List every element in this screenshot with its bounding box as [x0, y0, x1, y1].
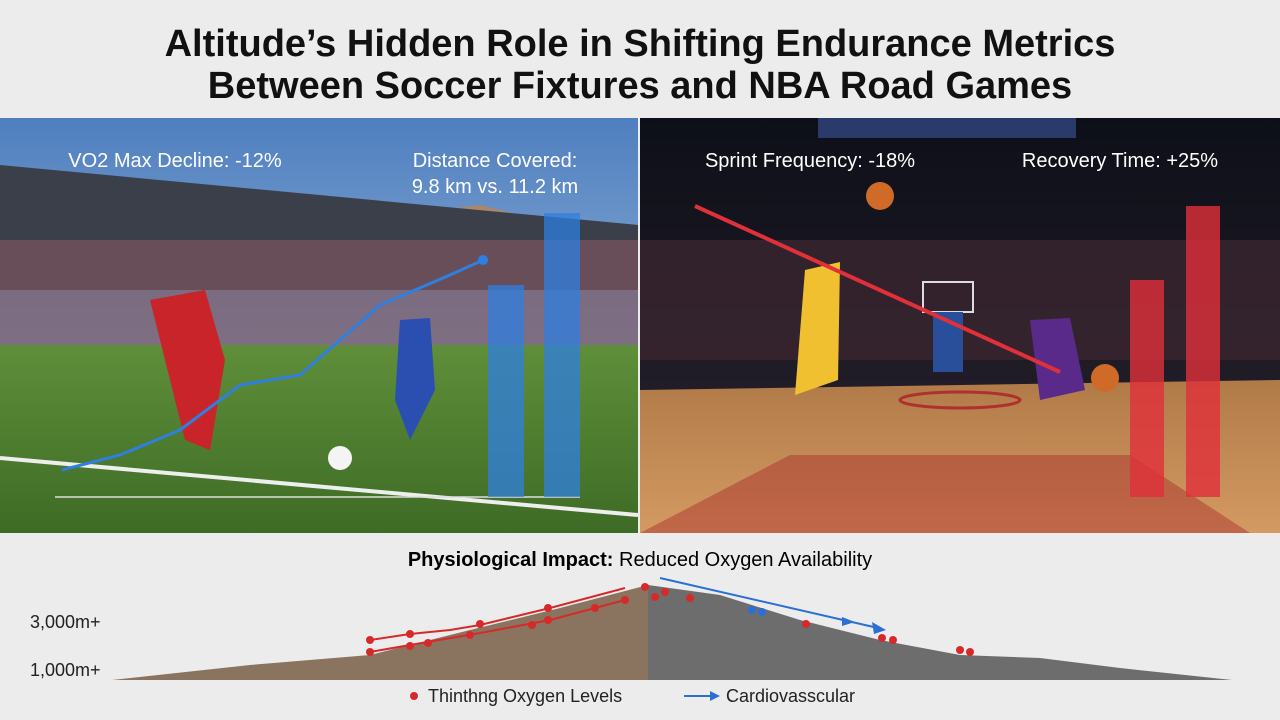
soccer-panel: VO2 Max Decline: -12% Distance Covered: … [0, 118, 639, 533]
impact-section: Physiological Impact: Reduced Oxygen Ava… [30, 549, 1232, 706]
metric-label: Sprint Frequency: -18% [705, 150, 915, 172]
header: Altitude’s Hidden Role in Shifting Endur… [165, 23, 1116, 107]
legend-label: Thinthng Oxygen Levels [428, 686, 622, 706]
impact-title-rest: Reduced Oxygen Availability [619, 549, 872, 571]
altitude-label: 1,000m+ [30, 660, 101, 680]
metric-label: Recovery Time: +25% [1022, 150, 1218, 172]
title-line: Between Soccer Fixtures and NBA Road Gam… [208, 65, 1072, 107]
basketball-panel: Sprint Frequency: -18% Recovery Time: +2… [640, 118, 1280, 533]
impact-title-bold: Physiological Impact: [408, 549, 614, 571]
metric-label: 9.8 km vs. 11.2 km [412, 176, 578, 198]
title-line: Altitude’s Hidden Role in Shifting Endur… [165, 23, 1116, 65]
metric-label: VO2 Max Decline: -12% [68, 150, 282, 172]
altitude-label: 3,000m+ [30, 612, 101, 632]
legend-label: Cardiovasscular [726, 686, 855, 706]
metric-label: Distance Covered: [413, 150, 578, 172]
impact-title: Physiological Impact: Reduced Oxygen Ava… [408, 549, 872, 571]
